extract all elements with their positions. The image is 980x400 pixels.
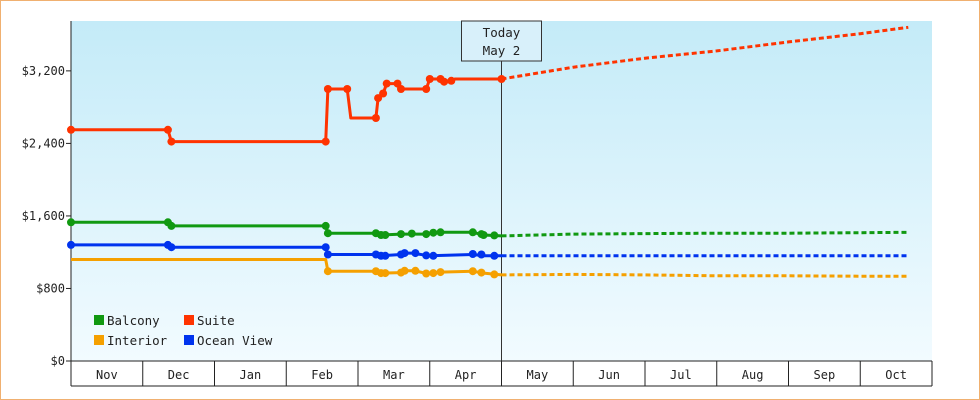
legend-label-interior: Interior xyxy=(107,333,168,348)
suite-data-point[interactable] xyxy=(163,125,172,134)
interior-data-point[interactable] xyxy=(490,270,499,279)
ocean-data-point[interactable] xyxy=(167,243,176,252)
balcony-data-point[interactable] xyxy=(490,231,499,240)
legend-label-ocean: Ocean View xyxy=(197,333,273,348)
ocean-data-point[interactable] xyxy=(429,251,438,260)
y-tick-label: $1,600 xyxy=(22,209,65,223)
ocean-data-point[interactable] xyxy=(67,240,75,249)
x-tick-label: Aug xyxy=(742,368,764,382)
suite-data-point[interactable] xyxy=(343,85,352,93)
y-tick-label: $0 xyxy=(51,354,65,368)
interior-data-point[interactable] xyxy=(429,269,438,278)
x-tick-label: May xyxy=(527,368,549,382)
suite-data-point[interactable] xyxy=(379,89,388,98)
balcony-data-point[interactable] xyxy=(436,228,445,237)
balcony-data-point[interactable] xyxy=(422,230,431,239)
legend-swatch-balcony xyxy=(94,315,104,325)
suite-data-point[interactable] xyxy=(382,79,391,88)
interior-data-point[interactable] xyxy=(381,269,390,278)
balcony-data-point[interactable] xyxy=(167,221,176,230)
x-tick-label: Jun xyxy=(598,368,620,382)
balcony-history-line xyxy=(71,220,502,238)
x-tick-label: Feb xyxy=(311,368,333,382)
interior-data-point[interactable] xyxy=(477,268,486,277)
suite-data-point[interactable] xyxy=(397,85,405,93)
suite-data-point[interactable] xyxy=(371,114,380,122)
ocean-data-point[interactable] xyxy=(490,251,499,260)
today-label-box xyxy=(461,20,542,62)
suite-data-point[interactable] xyxy=(497,75,506,83)
y-tick-label: $2,400 xyxy=(22,136,65,150)
ocean-data-point[interactable] xyxy=(477,250,486,259)
suite-data-point[interactable] xyxy=(447,76,456,85)
today-label: Today xyxy=(483,25,521,40)
suite-data-point[interactable] xyxy=(323,85,332,93)
interior-data-point[interactable] xyxy=(411,266,420,275)
ocean-data-point[interactable] xyxy=(422,251,431,260)
balcony-data-point[interactable] xyxy=(479,231,488,239)
legend-swatch-interior xyxy=(94,335,104,345)
x-tick-label: Nov xyxy=(96,368,118,382)
today-date: May 2 xyxy=(483,43,521,58)
x-tick-label: Oct xyxy=(885,368,907,382)
ocean-history-line xyxy=(71,243,502,258)
x-tick-label: Jan xyxy=(240,368,262,382)
ocean-data-point[interactable] xyxy=(321,243,330,252)
legend-swatch-ocean xyxy=(184,335,194,345)
ocean-data-point[interactable] xyxy=(323,250,332,259)
interior-data-point[interactable] xyxy=(400,266,409,275)
balcony-data-point[interactable] xyxy=(429,228,438,237)
ocean-data-point[interactable] xyxy=(411,249,420,258)
suite-data-point[interactable] xyxy=(321,137,330,146)
balcony-data-point[interactable] xyxy=(323,229,332,238)
balcony-data-point[interactable] xyxy=(321,221,330,230)
y-tick-label: $3,200 xyxy=(22,64,65,78)
x-tick-label: Apr xyxy=(455,368,477,382)
x-tick-label: Jul xyxy=(670,368,692,382)
interior-data-point[interactable] xyxy=(436,268,445,277)
interior-data-point[interactable] xyxy=(468,267,477,276)
interior-data-point[interactable] xyxy=(422,269,431,278)
suite-data-point[interactable] xyxy=(167,137,176,146)
x-tick-label: Mar xyxy=(383,368,405,382)
x-tick-label: Sep xyxy=(814,368,836,382)
suite-forecast-line xyxy=(501,25,909,81)
suite-data-point[interactable] xyxy=(425,75,434,83)
balcony-data-point[interactable] xyxy=(381,231,390,239)
balcony-data-point[interactable] xyxy=(407,229,416,238)
legend-label-balcony: Balcony xyxy=(107,313,160,328)
y-tick-label: $800 xyxy=(36,281,65,295)
suite-data-point[interactable] xyxy=(422,85,431,93)
balcony-data-point[interactable] xyxy=(67,218,75,227)
legend-label-suite: Suite xyxy=(197,313,235,328)
suite-data-point[interactable] xyxy=(67,125,75,134)
ocean-data-point[interactable] xyxy=(381,251,390,260)
interior-data-point[interactable] xyxy=(323,267,332,276)
x-tick-label: Dec xyxy=(168,368,190,382)
balcony-data-point[interactable] xyxy=(397,230,405,239)
ocean-data-point[interactable] xyxy=(468,250,477,258)
balcony-data-point[interactable] xyxy=(468,228,477,237)
legend-swatch-suite xyxy=(184,315,194,325)
suite-data-point[interactable] xyxy=(440,77,449,86)
ocean-data-point[interactable] xyxy=(400,249,409,258)
